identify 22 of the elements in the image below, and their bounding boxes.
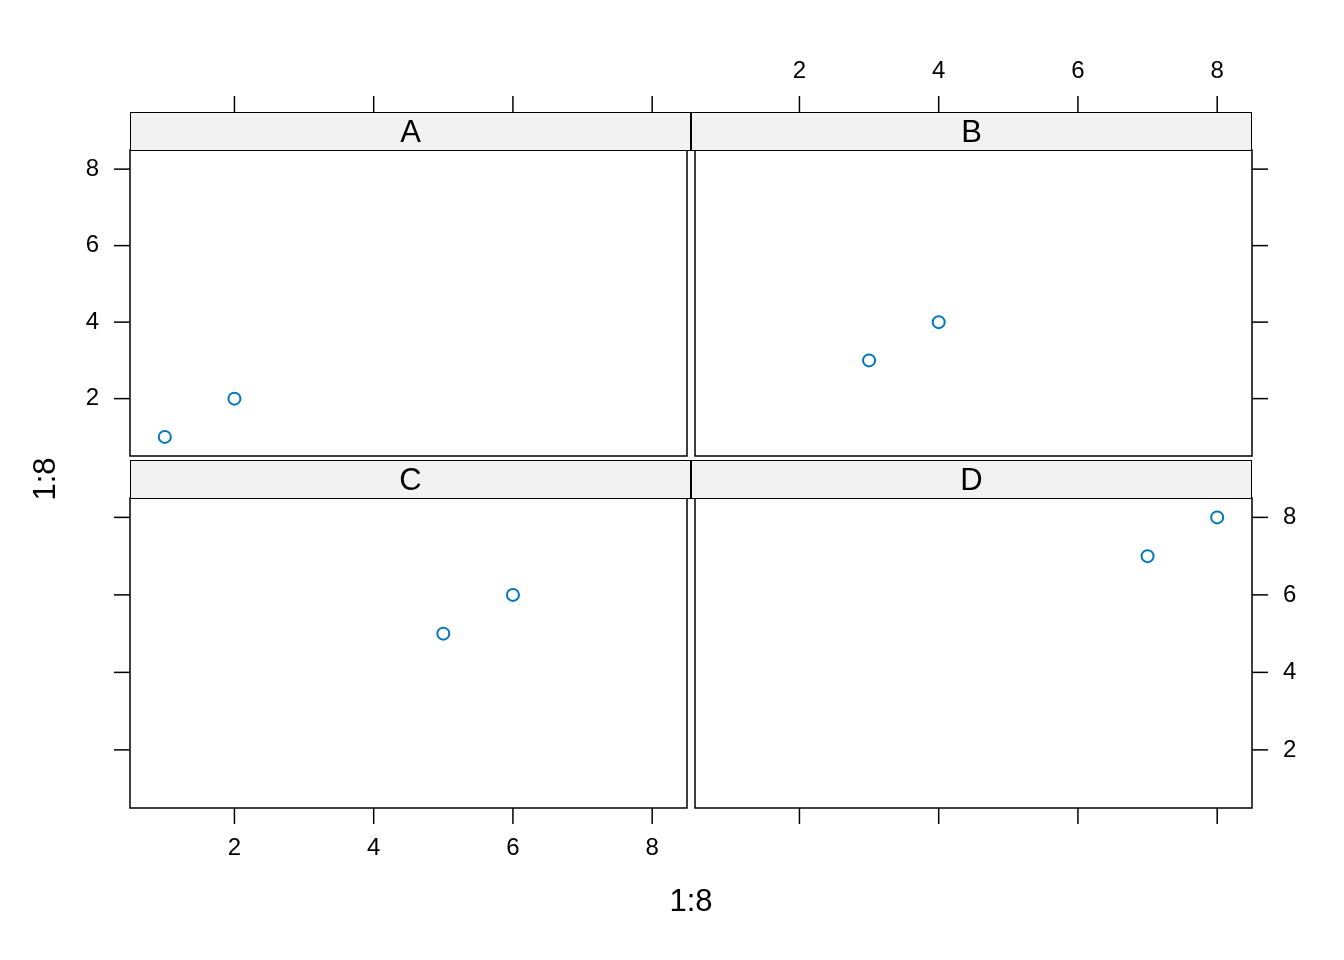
y-tick-label: 4 (1283, 657, 1297, 684)
chart-title: A (400, 113, 421, 149)
chart-title: D (960, 461, 983, 497)
x-tick-label: 6 (506, 833, 520, 861)
y-tick-label: 2 (85, 383, 99, 411)
y-tick-label: 4 (85, 306, 99, 334)
chart-title: C (399, 461, 422, 497)
y-tick-label: 8 (1283, 502, 1297, 529)
x-axis-title: 1:8 (669, 882, 713, 918)
y-axis-title: 1:8 (26, 457, 62, 501)
x-tick-label: 8 (645, 833, 659, 861)
chart-title: B (961, 113, 982, 149)
y-tick-label: 6 (1283, 579, 1297, 607)
x-tick-label: 6 (1071, 56, 1085, 84)
x-tick-label: 4 (932, 56, 946, 84)
y-tick-label: 2 (1283, 734, 1297, 762)
x-tick-label: 2 (227, 833, 242, 861)
x-tick-label: 8 (1210, 56, 1224, 84)
y-tick-label: 6 (85, 230, 99, 258)
y-tick-label: 8 (85, 153, 99, 181)
x-tick-label: 2 (792, 56, 807, 84)
x-tick-label: 4 (367, 833, 381, 861)
